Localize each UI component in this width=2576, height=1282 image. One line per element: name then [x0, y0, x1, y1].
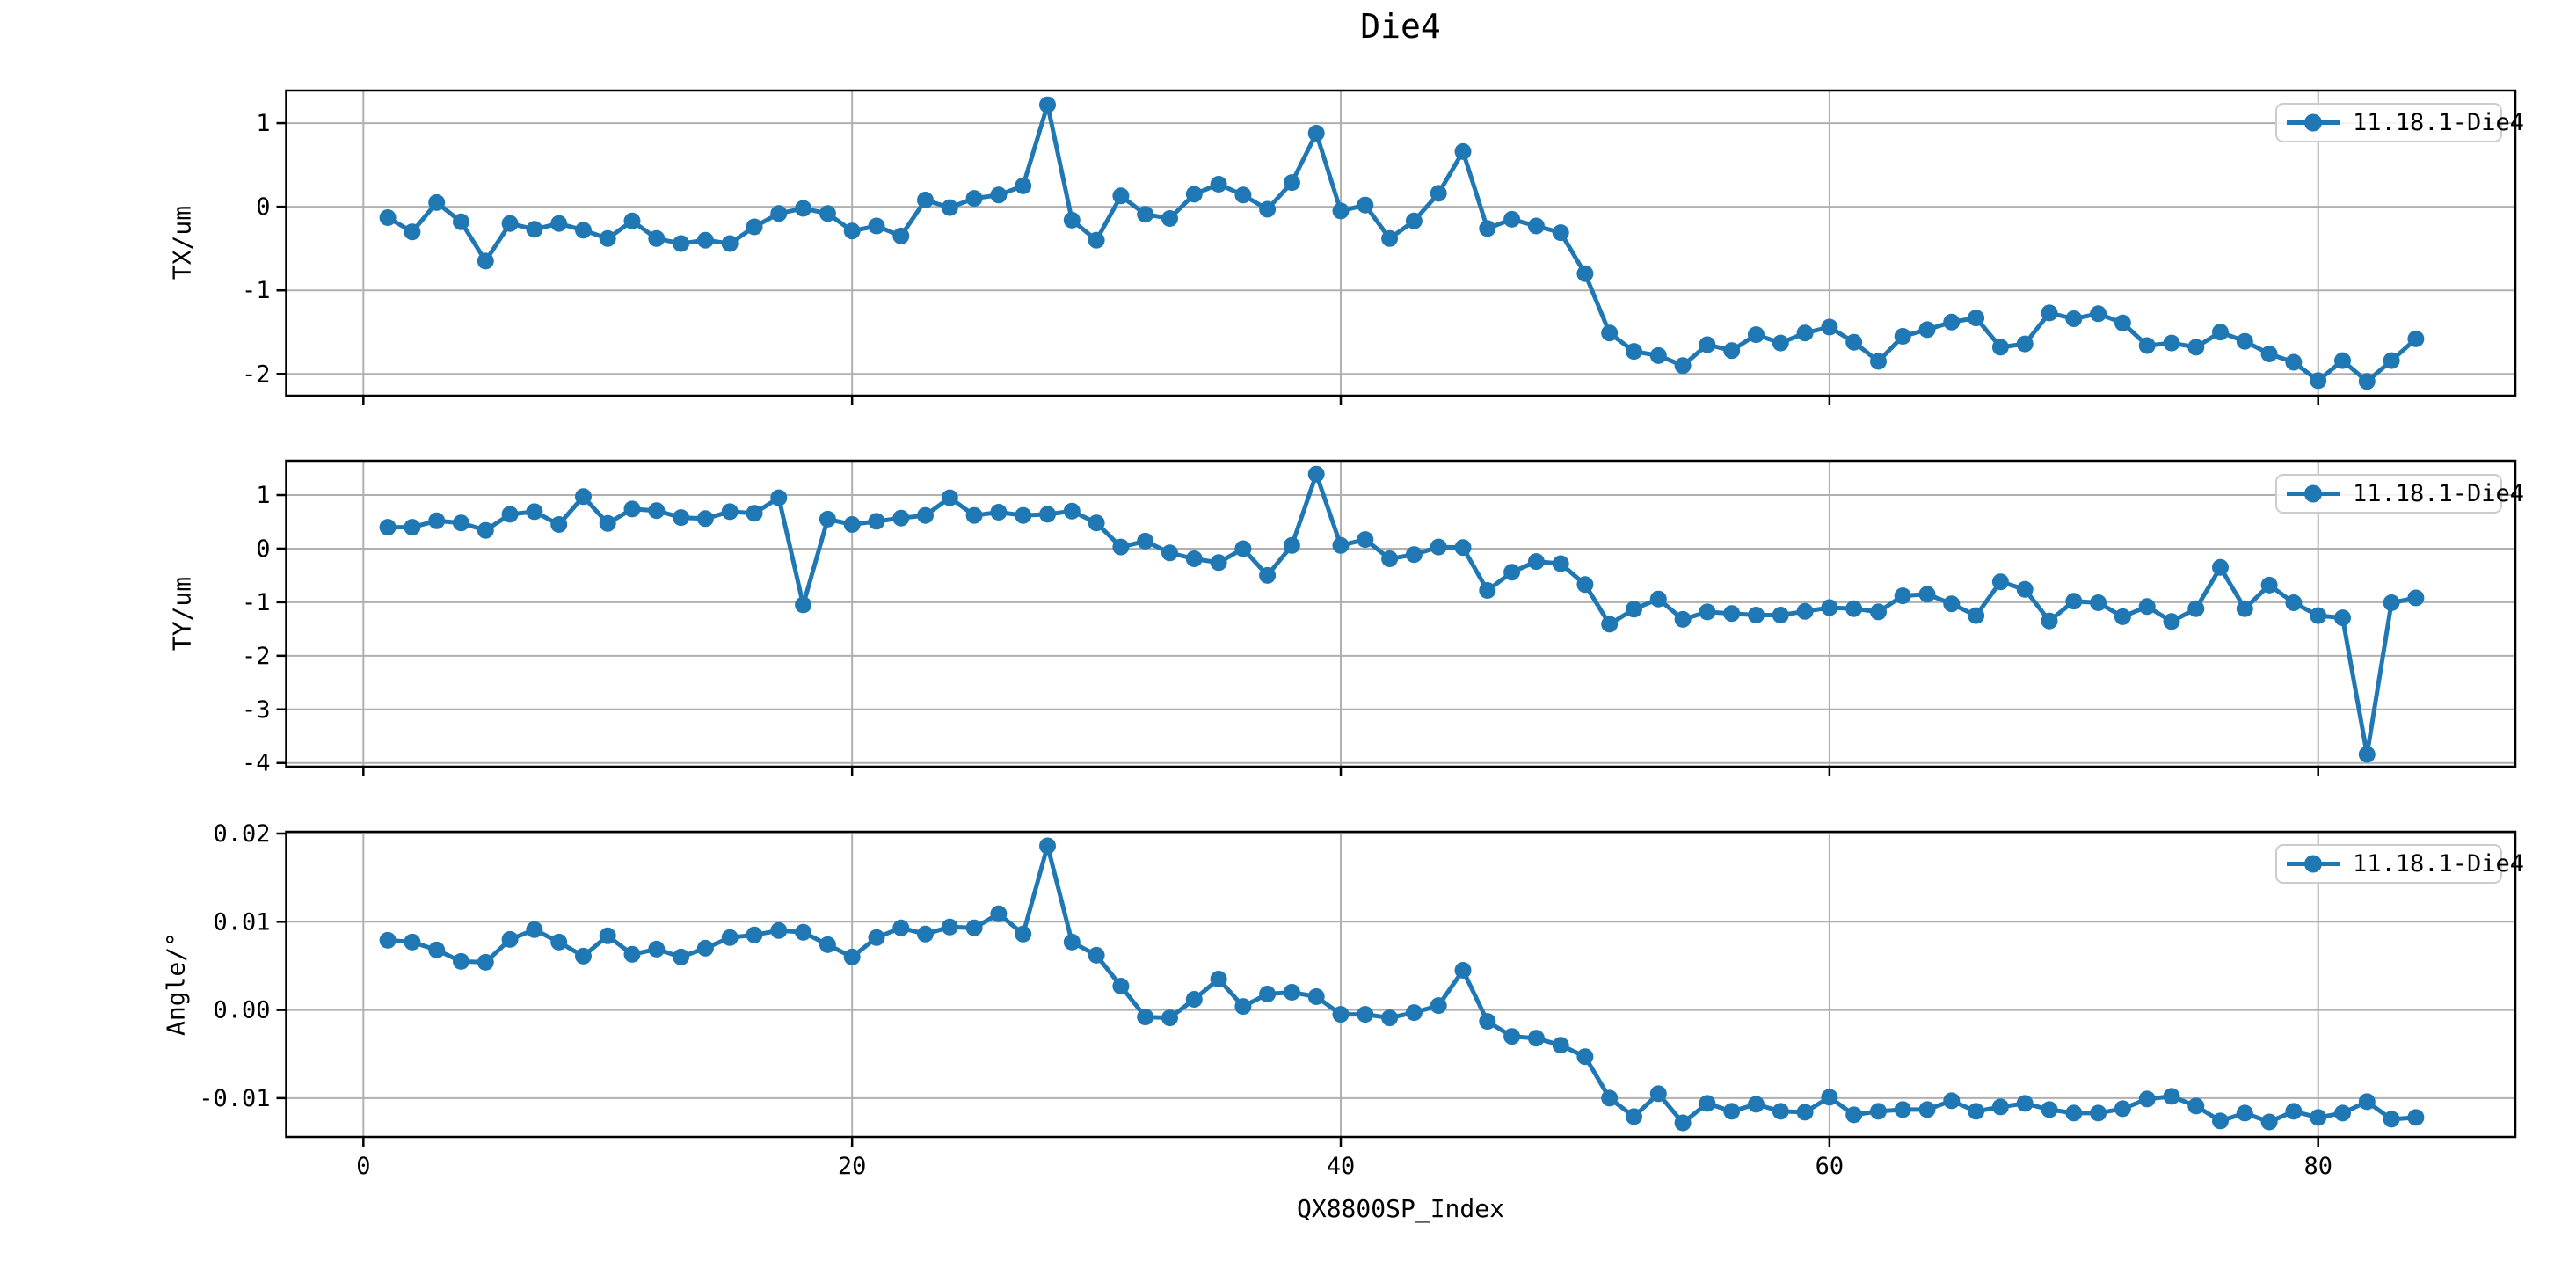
- legend-line-marker-icon: [2287, 484, 2340, 503]
- y-tick-label: 0: [256, 193, 270, 221]
- legend-label: 11.18.1-Die4: [2353, 109, 2525, 136]
- subplot-angle: 0 20 40 60 80 0.02 0.01 0.00 -0.01: [199, 820, 2517, 1180]
- tx-axes-box: [285, 89, 2517, 397]
- y-axis-label-ty: TY/um: [167, 576, 197, 652]
- y-tick-label: 1: [256, 482, 270, 509]
- legend-tx: 11.18.1-Die4: [2275, 103, 2524, 142]
- x-tick-label: 40: [1327, 1153, 1356, 1180]
- y-tick-label: -1: [242, 277, 271, 304]
- ty-series-line: [388, 467, 2417, 755]
- ticks-angle: 0 20 40 60 80 0.02 0.01 0.00 -0.01: [199, 820, 2332, 1180]
- ty-axes-box: [285, 459, 2517, 768]
- legend-angle: 11.18.1-Die4: [2275, 844, 2524, 884]
- y-axis-label-angle: Angle/°: [161, 931, 191, 1037]
- grid-tx: [286, 91, 2515, 396]
- grid-ty: [286, 461, 2515, 767]
- legend-line-marker-icon: [2287, 855, 2340, 873]
- y-tick-label: -4: [242, 750, 271, 777]
- legend-ty: 11.18.1-Die4: [2275, 474, 2524, 514]
- y-tick-label: -0.01: [199, 1085, 270, 1112]
- y-tick-label: 1: [256, 110, 270, 137]
- y-tick-label: 0: [256, 535, 270, 563]
- y-tick-label: 0.01: [213, 908, 270, 936]
- tx-series: [379, 96, 2425, 390]
- chart-title: Die4: [1360, 7, 1441, 46]
- legend-line-marker-icon: [2287, 113, 2340, 132]
- ty-series: [379, 465, 2425, 763]
- subplot-tx: 1 0 -1 -2: [242, 89, 2517, 405]
- subplot-ty: 1 0 -1 -2 -3 -4: [242, 459, 2517, 777]
- x-axis-label: QX8800SP_Index: [1296, 1194, 1504, 1223]
- ticks-ty: 1 0 -1 -2 -3 -4: [242, 482, 2319, 777]
- y-axis-label-tx: TX/um: [167, 205, 197, 280]
- y-tick-label: 0.00: [213, 997, 270, 1024]
- y-tick-label: -2: [242, 361, 271, 388]
- x-tick-label: 0: [356, 1153, 370, 1180]
- tx-series-line: [386, 104, 2418, 385]
- grid-angle: [286, 832, 2515, 1137]
- legend-label: 11.18.1-Die4: [2353, 480, 2525, 507]
- x-tick-label: 60: [1816, 1153, 1845, 1180]
- y-tick-label: -1: [242, 589, 271, 616]
- y-tick-label: 0.02: [213, 820, 270, 848]
- legend-label: 11.18.1-Die4: [2353, 850, 2525, 878]
- x-tick-label: 80: [2303, 1153, 2332, 1180]
- angle-axes-box: [285, 830, 2517, 1139]
- angle-series: [379, 837, 2425, 1132]
- x-tick-label: 20: [838, 1153, 867, 1180]
- ticks-tx: 1 0 -1 -2: [242, 110, 2319, 405]
- y-tick-label: -3: [242, 696, 271, 724]
- y-tick-label: -2: [242, 643, 271, 670]
- angle-series-line: [387, 837, 2417, 1126]
